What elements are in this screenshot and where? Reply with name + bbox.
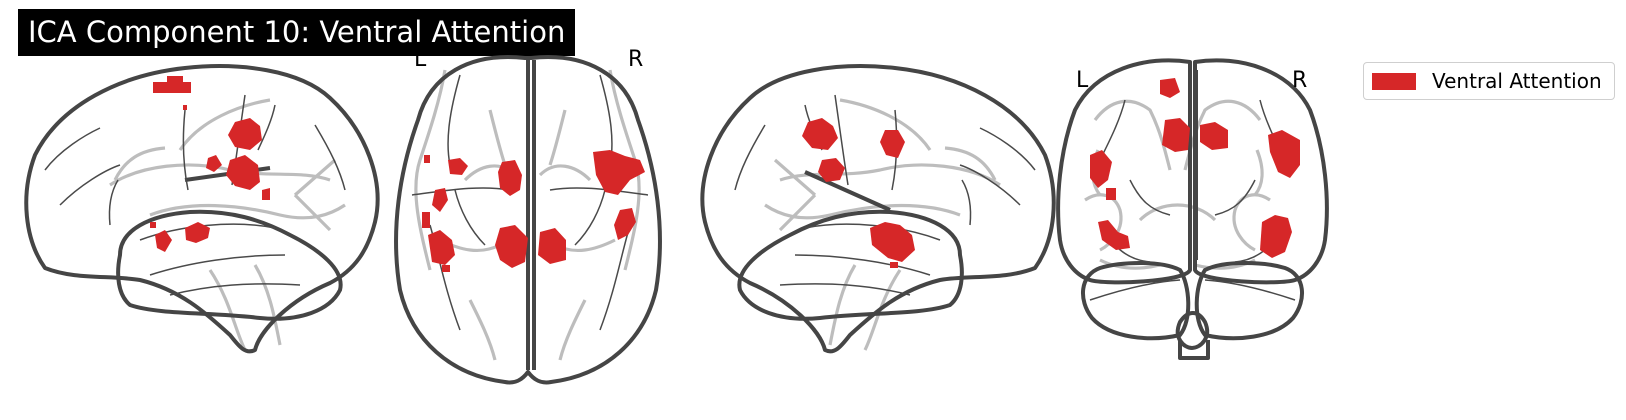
activation-blob bbox=[495, 225, 528, 268]
activation-blob bbox=[1200, 122, 1228, 150]
activation-blob bbox=[802, 118, 838, 150]
coronal-view: L R bbox=[1058, 60, 1327, 358]
activation-blob bbox=[206, 155, 222, 172]
activation-blob bbox=[155, 230, 172, 252]
activation-blob bbox=[890, 262, 898, 268]
activation-blob bbox=[422, 212, 430, 228]
activation-blob bbox=[870, 222, 915, 262]
legend-swatch bbox=[1372, 73, 1416, 90]
activation-blob bbox=[228, 118, 262, 150]
activation-blob bbox=[880, 130, 905, 158]
coronal-left-label: L bbox=[1076, 68, 1089, 93]
coronal-right-label: R bbox=[1292, 68, 1307, 93]
activation-blob bbox=[538, 228, 566, 264]
activation-blob bbox=[428, 230, 455, 265]
activation-blob bbox=[1098, 220, 1130, 250]
axial-right-label: R bbox=[628, 47, 643, 72]
activation-blob bbox=[183, 105, 187, 110]
activation-blob bbox=[150, 222, 156, 228]
activation-blob bbox=[1162, 118, 1190, 152]
activation-blob bbox=[448, 158, 468, 175]
activation-blob bbox=[262, 188, 270, 200]
sagittal-left-view bbox=[26, 66, 377, 351]
axial-left-label: L bbox=[414, 47, 427, 72]
legend-label: Ventral Attention bbox=[1432, 69, 1602, 93]
activation-blob bbox=[1160, 78, 1180, 98]
activation-blob bbox=[442, 265, 450, 272]
activation-blob bbox=[226, 155, 260, 190]
activation-blob bbox=[1260, 215, 1292, 258]
activation-overlay bbox=[150, 76, 1300, 272]
activation-blob bbox=[498, 160, 522, 196]
legend: Ventral Attention bbox=[1363, 62, 1615, 100]
activation-blob bbox=[1268, 130, 1300, 178]
activation-blob bbox=[1106, 188, 1116, 200]
activation-blob bbox=[424, 155, 430, 163]
activation-blob bbox=[593, 150, 645, 195]
activation-blob bbox=[153, 76, 191, 93]
sagittal-right-view bbox=[702, 66, 1053, 351]
